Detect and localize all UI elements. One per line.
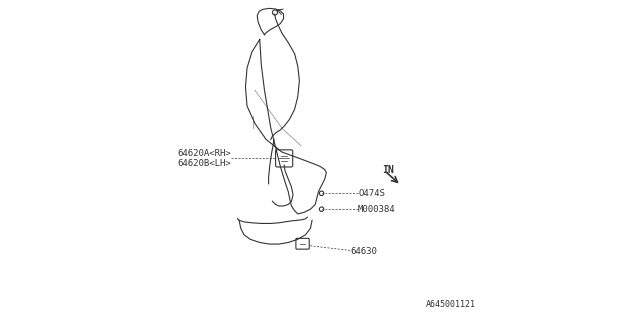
Text: 64620B<LH>: 64620B<LH> [177,159,231,168]
FancyBboxPatch shape [296,238,309,249]
Text: 64620A<RH>: 64620A<RH> [177,149,231,158]
FancyBboxPatch shape [276,150,292,167]
Text: A645001121: A645001121 [426,300,476,309]
Text: M000384: M000384 [358,205,396,214]
Text: 64630: 64630 [350,247,377,257]
Text: IN: IN [382,164,394,174]
Text: O474S: O474S [358,189,385,198]
